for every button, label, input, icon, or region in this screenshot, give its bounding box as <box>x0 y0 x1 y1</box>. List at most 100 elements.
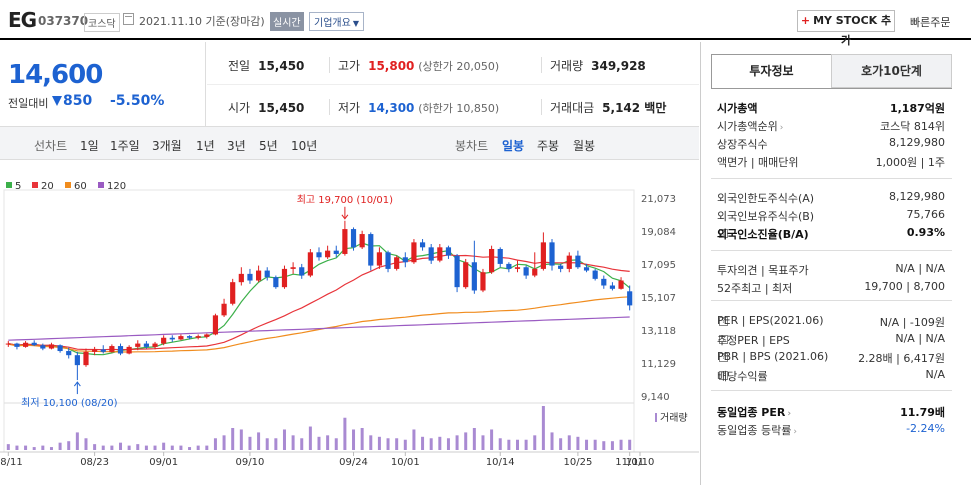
candle-body <box>523 267 529 276</box>
stat-high-value: 15,800 <box>368 59 415 73</box>
candle-body <box>307 252 313 276</box>
stock-name: EG <box>8 8 37 32</box>
stock-code: 037370 <box>38 14 89 28</box>
period-1d[interactable]: 1일 <box>80 139 99 153</box>
volume-bar <box>24 445 28 450</box>
info-row[interactable]: PBR | BPS (2021.06)? 2.28배 | 6,417원 <box>717 350 945 366</box>
volume-bar <box>170 445 174 450</box>
info-row[interactable]: 배당수익률? N/A <box>717 368 945 384</box>
candle-body <box>601 278 607 286</box>
volume-bar <box>593 439 597 450</box>
candle-body <box>350 229 357 248</box>
candle-body <box>48 344 55 349</box>
candle-body <box>264 270 270 278</box>
info-row[interactable]: 시가총액순위 › 코스닥 814위 <box>717 118 945 134</box>
line-chart-label: 선차트 <box>34 139 68 153</box>
candle-body <box>506 263 512 269</box>
candle-body <box>135 343 141 347</box>
help-icon[interactable]: ? <box>719 353 728 362</box>
info-value: 75,766 <box>906 208 946 221</box>
candle-weekly[interactable]: 주봉 <box>537 139 560 153</box>
x-tick-label: 11/10 <box>626 457 655 468</box>
help-icon[interactable]: ? <box>719 317 728 326</box>
calendar-icon <box>123 13 134 25</box>
period-3y[interactable]: 3년 <box>227 139 246 153</box>
x-tick-label: 11/01 <box>615 457 644 468</box>
add-my-stock-button[interactable]: + MY STOCK 추가 <box>797 10 895 47</box>
y-tick-label: 9,140 <box>641 392 670 403</box>
info-value: 0.93% <box>906 226 945 239</box>
stat-volume-label: 거래량 <box>550 59 584 73</box>
candle-body <box>454 255 460 288</box>
stat-open: 시가 15,450 <box>228 99 304 116</box>
volume-bar <box>101 445 105 450</box>
candle-body <box>437 247 443 261</box>
period-5y[interactable]: 5년 <box>259 139 278 153</box>
volume-bar <box>628 439 632 450</box>
volume-bar <box>576 436 580 450</box>
volume-bar <box>541 406 545 450</box>
chevron-right-icon: › <box>793 427 797 437</box>
candle-daily[interactable]: 일봉 <box>502 139 525 153</box>
period-10y[interactable]: 10년 <box>291 139 318 153</box>
volume-bar <box>472 428 476 450</box>
help-icon[interactable]: ? <box>719 335 728 344</box>
help-icon[interactable]: ? <box>719 229 728 238</box>
candle-body <box>221 303 227 316</box>
candles <box>5 220 633 381</box>
volume-bar <box>265 438 269 450</box>
volume-bar <box>153 445 157 450</box>
volume-bars: 거래량 <box>6 406 688 450</box>
candle-body <box>92 349 98 352</box>
volume-bar <box>585 439 589 450</box>
high-arrow-head <box>341 214 349 220</box>
info-value: 8,129,980 <box>889 136 945 149</box>
price-stats: 전일 15,450 고가 15,800 (상한가 20,050) 거래량 349,92… <box>207 42 699 126</box>
info-row: 상장주식수 8,129,980 <box>717 136 945 152</box>
period-1w[interactable]: 1주일 <box>110 139 140 153</box>
stat-open-label: 시가 <box>228 101 251 115</box>
realtime-button[interactable]: 실시간 <box>270 12 304 31</box>
candle-body <box>428 247 434 261</box>
legend-swatch <box>65 182 71 188</box>
info-row: 외국인보유주식수(B) 75,766 <box>717 208 945 224</box>
legend-swatch <box>6 182 12 188</box>
candle-monthly[interactable]: 월봉 <box>573 139 596 153</box>
stock-chart[interactable]: 5 20 60 120 거래량 21,073 19,084 17,095 15,107 13,… <box>0 160 699 485</box>
volume-bar <box>377 436 381 450</box>
help-icon[interactable]: ? <box>719 371 728 380</box>
info-row[interactable]: PER | EPS(2021.06)? N/A | -109원 <box>717 314 945 330</box>
volume-bar <box>395 438 399 450</box>
candle-body <box>609 285 616 289</box>
stock-header: EG 037370 코스닥 2021.11.10 기준(장마감) 실시간 기업개… <box>0 0 971 47</box>
legend-label: 20 <box>41 181 54 192</box>
volume-bar <box>619 439 623 450</box>
period-3m[interactable]: 3개월 <box>152 139 182 153</box>
volume-bar <box>282 429 286 450</box>
info-row[interactable]: 동일업종 PER › 11.79배 <box>717 404 945 420</box>
info-key: 동일업종 PER › <box>717 406 792 419</box>
candle-body <box>618 280 624 289</box>
period-1y[interactable]: 1년 <box>196 139 215 153</box>
info-row[interactable]: 동일업종 등락률 › -2.24% <box>717 422 945 438</box>
quick-order-link[interactable]: 빠른주문 <box>910 16 951 29</box>
candle-body <box>325 250 331 258</box>
stat-amount: 거래대금 5,142 백만 <box>550 99 666 116</box>
low-arrow-head <box>73 381 81 387</box>
volume-bar <box>429 438 433 450</box>
plot-border <box>3 189 635 453</box>
legend-label: 120 <box>107 181 126 192</box>
stat-high-label: 고가 <box>338 59 361 73</box>
tab-investment-info[interactable]: 투자정보 <box>711 54 832 88</box>
candle-body <box>14 343 20 347</box>
info-row[interactable]: 외국인소진율(B/A)? 0.93% <box>717 226 945 242</box>
volume-bar <box>326 435 330 450</box>
volume-bar <box>205 445 209 450</box>
info-row[interactable]: 추정PER | EPS? N/A | N/A <box>717 332 945 348</box>
volume-bar <box>386 438 390 450</box>
tab-order-book[interactable]: 호가10단계 <box>831 54 952 88</box>
company-overview-dropdown[interactable]: 기업개요 ▼ <box>309 12 364 31</box>
volume-label: 거래량 <box>660 412 688 424</box>
candle-body <box>195 336 201 338</box>
market-badge: 코스닥 <box>84 13 120 32</box>
